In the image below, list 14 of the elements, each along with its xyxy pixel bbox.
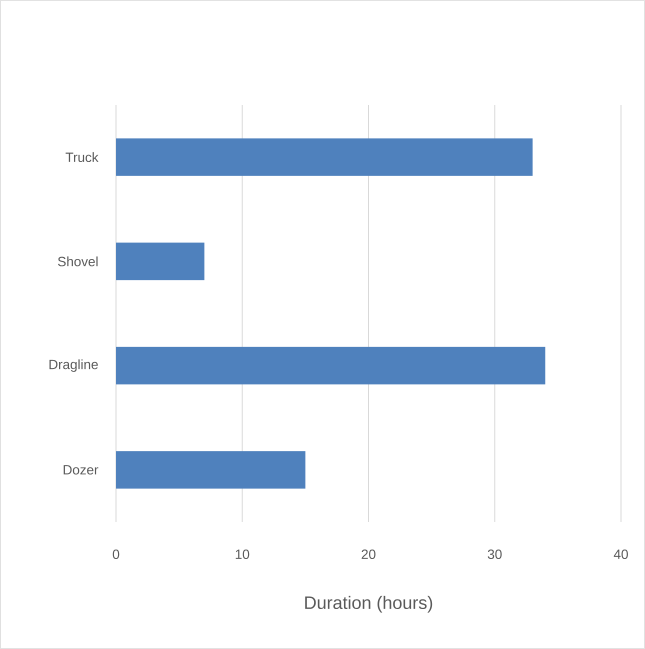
y-tick-label: Dozer [64,465,98,475]
bar [116,138,533,176]
x-tick-label: 0 [112,550,120,560]
x-tick-label: 40 [614,550,628,560]
y-tick-label: Truck [66,152,99,162]
bar [116,346,546,384]
x-tick-label: 30 [488,550,502,560]
x-tick-label: 10 [236,550,250,560]
x-tick-label: 20 [362,550,376,560]
bar [116,451,306,489]
bar [116,242,204,280]
y-tick-label: Dragline [50,359,98,372]
y-tick-label: Shovel [58,256,98,266]
x-axis-title: Duration (hours) [305,596,432,613]
